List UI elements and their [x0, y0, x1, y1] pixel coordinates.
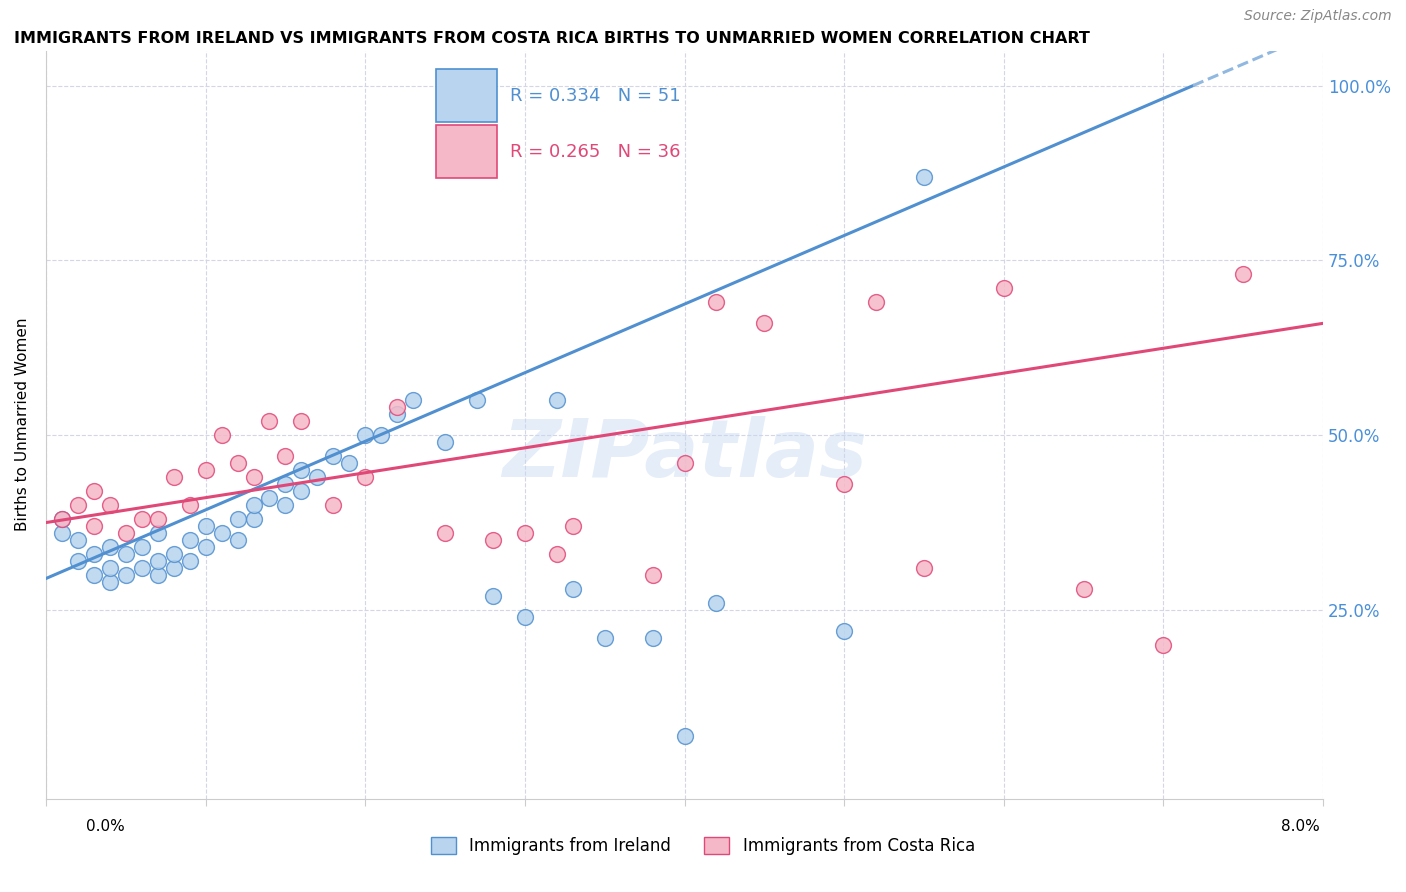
Point: [912, 561, 935, 575]
Point: [482, 533, 505, 547]
Point: [434, 435, 457, 450]
Point: [593, 631, 616, 645]
Point: [513, 610, 536, 624]
FancyBboxPatch shape: [436, 126, 496, 178]
Point: [163, 561, 186, 575]
FancyBboxPatch shape: [436, 70, 496, 121]
Point: [307, 470, 329, 484]
Point: [146, 568, 169, 582]
Point: [385, 401, 408, 415]
Point: [131, 540, 153, 554]
Point: [912, 169, 935, 184]
Point: [66, 498, 89, 512]
Point: [465, 393, 488, 408]
Point: [259, 491, 281, 505]
Point: [673, 456, 696, 470]
Text: Source: ZipAtlas.com: Source: ZipAtlas.com: [1244, 9, 1392, 22]
Point: [51, 526, 73, 541]
Point: [993, 281, 1015, 295]
Point: [290, 484, 312, 499]
Point: [131, 512, 153, 526]
Point: [146, 512, 169, 526]
Point: [673, 729, 696, 743]
Point: [66, 533, 89, 547]
Point: [706, 295, 728, 310]
Point: [179, 498, 201, 512]
Point: [832, 477, 855, 491]
Point: [434, 526, 457, 541]
Point: [513, 526, 536, 541]
Point: [83, 484, 105, 499]
Point: [51, 512, 73, 526]
Point: [337, 456, 360, 470]
Point: [146, 526, 169, 541]
Text: R = 0.265   N = 36: R = 0.265 N = 36: [509, 143, 681, 161]
Point: [322, 449, 344, 463]
Point: [259, 414, 281, 428]
Point: [83, 519, 105, 533]
Y-axis label: Births to Unmarried Women: Births to Unmarried Women: [15, 318, 30, 532]
Point: [163, 547, 186, 561]
Point: [98, 540, 121, 554]
Point: [194, 463, 217, 477]
Point: [194, 540, 217, 554]
Point: [561, 519, 583, 533]
Point: [226, 533, 249, 547]
Point: [561, 582, 583, 596]
Point: [114, 547, 136, 561]
Point: [1153, 638, 1175, 652]
Point: [354, 428, 377, 442]
Point: [66, 554, 89, 568]
Point: [274, 498, 297, 512]
Text: IMMIGRANTS FROM IRELAND VS IMMIGRANTS FROM COSTA RICA BIRTHS TO UNMARRIED WOMEN : IMMIGRANTS FROM IRELAND VS IMMIGRANTS FR…: [14, 31, 1090, 46]
Point: [354, 470, 377, 484]
Text: ZIPatlas: ZIPatlas: [502, 416, 868, 493]
Point: [163, 470, 186, 484]
Point: [641, 631, 664, 645]
Point: [402, 393, 425, 408]
Point: [98, 498, 121, 512]
Point: [242, 498, 264, 512]
Point: [546, 547, 568, 561]
Point: [179, 533, 201, 547]
Point: [83, 547, 105, 561]
Point: [194, 519, 217, 533]
Point: [226, 512, 249, 526]
Point: [482, 589, 505, 603]
Point: [146, 554, 169, 568]
Point: [226, 456, 249, 470]
Point: [546, 393, 568, 408]
Point: [754, 316, 776, 330]
Point: [242, 470, 264, 484]
Point: [1232, 268, 1254, 282]
Point: [98, 561, 121, 575]
Point: [211, 428, 233, 442]
Point: [385, 407, 408, 421]
Text: 8.0%: 8.0%: [1281, 820, 1320, 834]
Point: [370, 428, 392, 442]
Point: [274, 449, 297, 463]
Point: [274, 477, 297, 491]
Point: [242, 512, 264, 526]
Point: [51, 512, 73, 526]
Point: [114, 526, 136, 541]
Text: 0.0%: 0.0%: [86, 820, 125, 834]
Point: [211, 526, 233, 541]
Legend: Immigrants from Ireland, Immigrants from Costa Rica: Immigrants from Ireland, Immigrants from…: [425, 830, 981, 862]
Point: [83, 568, 105, 582]
Point: [865, 295, 887, 310]
Point: [179, 554, 201, 568]
Point: [290, 414, 312, 428]
Point: [832, 624, 855, 638]
Text: R = 0.334   N = 51: R = 0.334 N = 51: [509, 87, 681, 104]
Point: [131, 561, 153, 575]
Point: [322, 498, 344, 512]
Point: [98, 574, 121, 589]
Point: [706, 596, 728, 610]
Point: [290, 463, 312, 477]
Point: [114, 568, 136, 582]
Point: [641, 568, 664, 582]
Point: [1073, 582, 1095, 596]
